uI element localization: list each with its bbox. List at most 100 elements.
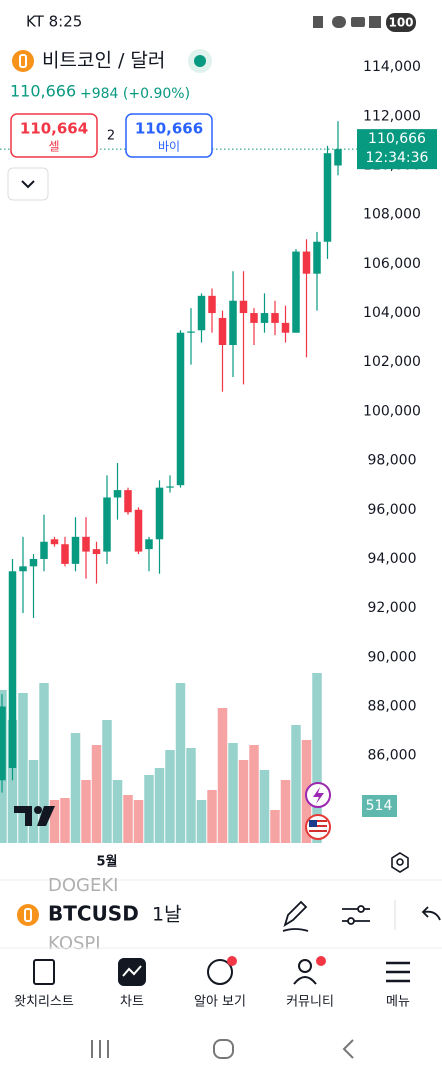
indicator-icon[interactable] — [342, 905, 370, 925]
price-tag-value: 110,666 — [368, 131, 426, 147]
badge — [316, 956, 326, 966]
toolbar-symbol[interactable]: BTCUSD — [48, 902, 139, 926]
y-tick-label: 90,000 — [368, 649, 417, 665]
nav-label[interactable]: 커뮤니티 — [286, 995, 334, 1010]
volume-bar — [133, 800, 144, 843]
volume-bar — [186, 748, 196, 843]
battery-pill — [386, 13, 416, 32]
candle-body — [313, 241, 321, 274]
y-tick-label: 98,000 — [368, 453, 417, 469]
y-tick-label: 100,000 — [363, 403, 421, 419]
candle-body — [40, 541, 48, 559]
candle-body — [208, 295, 216, 314]
explore-icon[interactable] — [207, 959, 233, 985]
volume-bar — [39, 683, 49, 843]
candle-body — [218, 317, 227, 346]
candle-body — [187, 331, 195, 333]
volume-bar — [165, 750, 175, 843]
toolbar-bg — [0, 895, 442, 935]
candle-body — [145, 539, 153, 550]
header-change: +984 (+0.90%) — [80, 86, 190, 102]
btc-icon — [12, 50, 34, 72]
volume-bar — [270, 810, 280, 843]
nav-label[interactable]: 왓치리스트 — [14, 995, 74, 1010]
sell-label: 셀 — [48, 140, 59, 154]
chart-glyph — [122, 965, 142, 977]
volume-bar — [112, 780, 123, 843]
badge — [227, 956, 237, 966]
settings-icon[interactable] — [391, 852, 409, 873]
volume-bar — [312, 673, 322, 843]
community-glyph — [293, 976, 317, 985]
y-tick-label: 94,000 — [368, 551, 417, 567]
buy-label: 바이 — [158, 140, 180, 154]
candle-body — [229, 300, 237, 346]
candle-body — [71, 536, 80, 564]
y-tick-label: 104,000 — [363, 305, 421, 321]
dropdown-button[interactable] — [7, 167, 49, 201]
candle-body — [82, 536, 90, 552]
volume-bar — [144, 775, 154, 843]
candle-body — [50, 539, 59, 545]
y-tick-label: 108,000 — [363, 207, 421, 223]
volume-bar — [70, 733, 81, 843]
candle-body — [197, 295, 206, 331]
price-tag — [357, 129, 437, 170]
volume-bar — [81, 780, 91, 843]
candle-body — [302, 251, 311, 274]
nav-label[interactable]: 메뉴 — [386, 995, 410, 1010]
ghost-symbol: DOGEKI — [48, 875, 118, 896]
watchlist-icon[interactable] — [33, 959, 55, 985]
nav-label[interactable]: 차트 — [120, 995, 144, 1010]
candle-body — [134, 509, 143, 552]
settings-dot — [396, 858, 404, 866]
volume-bar — [228, 743, 238, 843]
tv-logo — [14, 806, 55, 826]
sell-button[interactable] — [10, 113, 98, 158]
nav-label[interactable]: 알아 보기 — [194, 995, 246, 1010]
volume-bar — [102, 720, 112, 843]
candle-body — [239, 300, 248, 314]
candle-body — [334, 149, 342, 166]
candle-body — [124, 490, 132, 513]
ghost-symbol: KOSPI — [48, 933, 101, 954]
candle-body — [8, 571, 17, 768]
candle-body — [61, 544, 69, 564]
volume-tag — [362, 795, 397, 817]
candle-body — [155, 487, 164, 540]
candle-body — [281, 322, 290, 333]
menu-icon[interactable] — [386, 961, 410, 983]
y-tick-label: 106,000 — [363, 256, 421, 272]
volume-bar — [196, 800, 207, 843]
market-status — [194, 55, 206, 67]
x-tick-label: 5월 — [96, 854, 117, 870]
y-tick-label: 114,000 — [363, 59, 421, 75]
volume-bar — [91, 745, 102, 843]
system-nav — [91, 1039, 354, 1059]
volume-bar — [18, 693, 28, 843]
undo-icon[interactable] — [421, 906, 441, 921]
toolbar-interval[interactable]: 1날 — [152, 904, 182, 926]
bottom-nav: 왓치리스트 차트 알아 보기 커뮤니티 메뉴 — [14, 956, 410, 1010]
header-price: 110,666 — [10, 82, 76, 101]
candle-body — [19, 566, 27, 572]
volume-bar — [259, 770, 270, 843]
y-tick-label: 86,000 — [368, 748, 417, 764]
candle-body — [166, 486, 174, 488]
volume-bar — [175, 683, 186, 843]
volume-bar — [60, 798, 70, 843]
volume-tag-label: 514 — [366, 798, 393, 814]
volume-bar — [49, 800, 60, 843]
status-carrier: KT 8:25 — [26, 13, 82, 31]
candle-body — [92, 549, 101, 555]
candle-body — [0, 706, 6, 781]
volume-bar — [280, 780, 291, 843]
y-tick-label: 88,000 — [368, 699, 417, 715]
draw-icon[interactable] — [282, 900, 309, 932]
community-icon[interactable] — [298, 959, 312, 973]
buy-button[interactable] — [125, 113, 213, 158]
chevron — [21, 180, 35, 189]
battery: 100 — [388, 16, 413, 30]
